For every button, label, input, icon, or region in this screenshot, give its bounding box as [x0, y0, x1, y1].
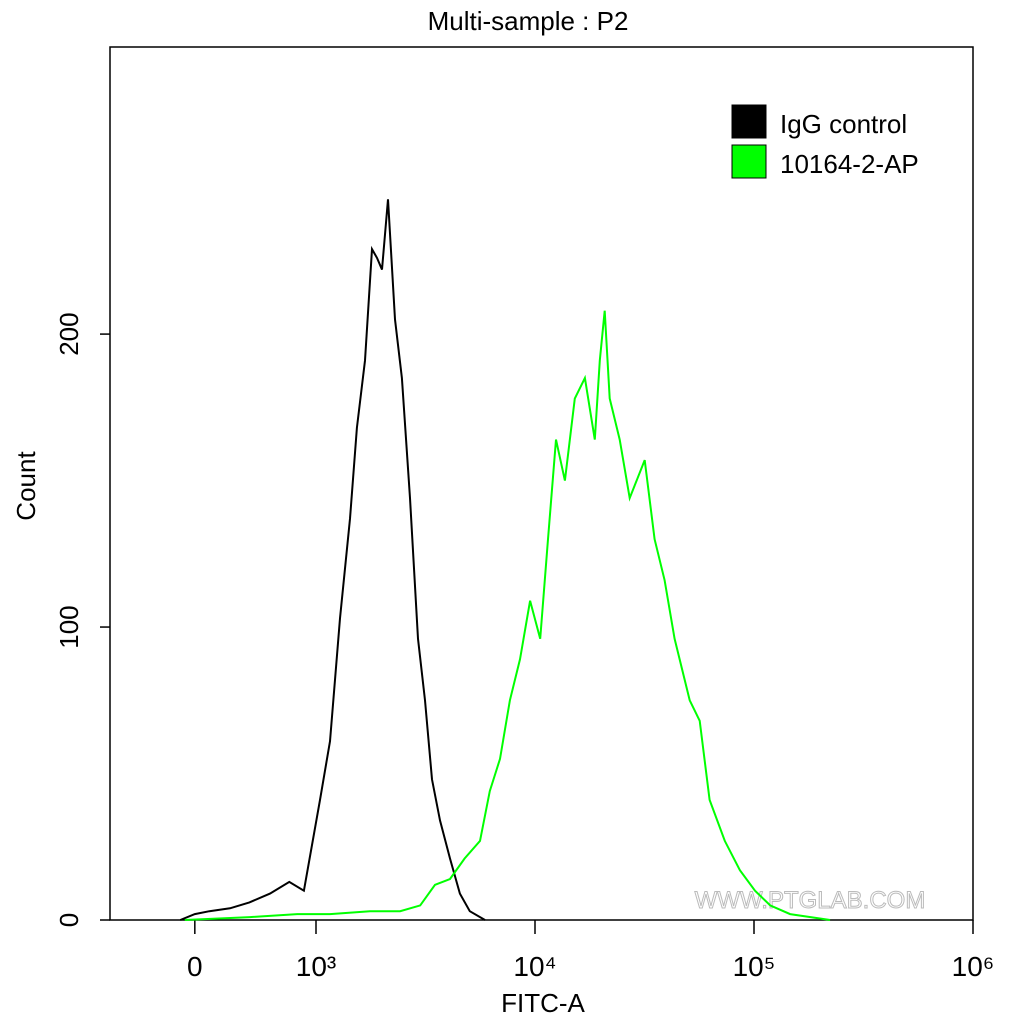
legend-swatch [731, 104, 767, 139]
chart-title: Multi-sample : P2 [428, 6, 629, 36]
x-axis-label: FITC-A [501, 988, 585, 1018]
watermark: WWW.PTGLAB.COM [695, 887, 926, 914]
x-tick-label: 10⁶ [952, 951, 995, 982]
y-tick-label: 0 [54, 913, 84, 927]
legend-swatch [731, 144, 767, 179]
plot-frame [109, 46, 974, 921]
x-tick-label: 10⁴ [513, 951, 556, 982]
histogram-line [179, 199, 486, 921]
y-axis-label: Count [11, 451, 41, 521]
y-tick-label: 100 [54, 605, 84, 648]
histogram-line [184, 310, 831, 921]
legend-label: IgG control [780, 109, 907, 139]
x-tick-label: 0 [187, 951, 203, 982]
y-tick-label: 200 [54, 312, 84, 355]
x-tick-label: 10⁵ [733, 951, 776, 982]
legend-label: 10164-2-AP [780, 149, 919, 179]
x-tick-label: 10³ [296, 951, 336, 982]
